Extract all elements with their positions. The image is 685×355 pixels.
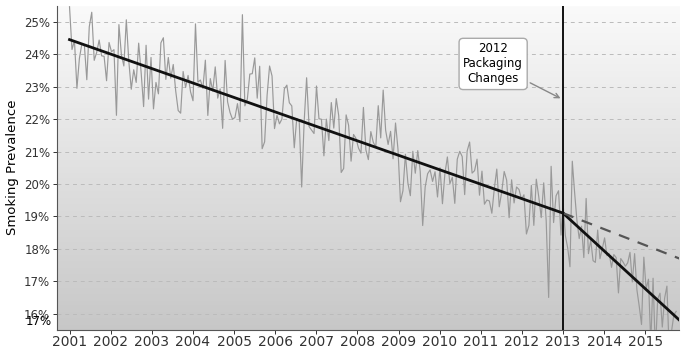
Text: 2012
Packaging
Changes: 2012 Packaging Changes (463, 43, 559, 98)
Text: 17%: 17% (26, 315, 52, 328)
Y-axis label: Smoking Prevalence: Smoking Prevalence (5, 100, 18, 235)
